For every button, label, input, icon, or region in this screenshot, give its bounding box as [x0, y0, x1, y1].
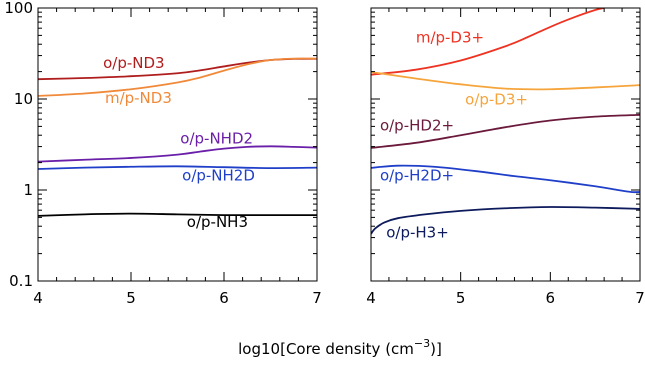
series-label: o/p-HD2+ [380, 117, 454, 135]
plot-frame [37, 7, 318, 282]
left-panel: o/p-ND3 m/p-ND3 o/p-NHD2 o/p-NH2D o/p-NH3 4 5 6… [4, 0, 321, 307]
series-line-o-p-d3- [371, 71, 640, 91]
x-tick-label: 7 [635, 289, 645, 307]
x-tick-label: 5 [456, 289, 466, 307]
right-panel: m/p-D3+ o/p-D3+ o/p-HD2+ o/p-H2D+ o/p-H3+ 4 5 6… [366, 7, 645, 307]
series-line-o-p-nh3 [38, 212, 317, 217]
series-line-o-p-h2d- [371, 164, 640, 194]
series-line-o-p-nhd2 [38, 145, 317, 163]
series-label: m/p-ND3 [105, 89, 172, 107]
y-tick-label: 100 [4, 0, 33, 17]
y-tick-label: 0.1 [9, 272, 33, 290]
series-label: o/p-H2D+ [380, 167, 454, 185]
series-line-o-p-hd2- [371, 113, 640, 149]
x-tick-label: 4 [33, 289, 43, 307]
series-line-m-p-nd3 [38, 57, 317, 97]
series-label: o/p-H3+ [386, 224, 449, 242]
x-tick-label: 7 [312, 289, 322, 307]
y-tick-label: 10 [14, 90, 33, 108]
x-tick-label: 6 [219, 289, 229, 307]
series-line-o-p-h3- [371, 206, 640, 235]
x-tick-label: 6 [546, 289, 556, 307]
series-label: o/p-NH2D [182, 167, 255, 185]
series-label: m/p-D3+ [416, 28, 484, 46]
series-line-o-p-nd3 [38, 57, 317, 81]
series-line-m-p-d3- [371, 8, 605, 76]
x-tick-label: 5 [126, 289, 136, 307]
y-tick-label: 1 [23, 181, 33, 199]
series-line-o-p-nh2d [38, 165, 317, 170]
plot-frame [370, 7, 641, 282]
series-label: o/p-NHD2 [180, 129, 253, 147]
x-axis-label: log10[Core density (cm−3)] [238, 337, 442, 358]
series-label: o/p-D3+ [465, 91, 528, 109]
series-label: o/p-NH3 [187, 213, 248, 231]
x-tick-label: 4 [366, 289, 376, 307]
series-label: o/p-ND3 [103, 54, 164, 72]
